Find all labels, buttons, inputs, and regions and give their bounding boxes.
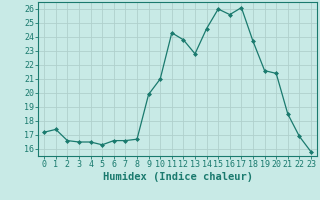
X-axis label: Humidex (Indice chaleur): Humidex (Indice chaleur) <box>103 172 252 182</box>
